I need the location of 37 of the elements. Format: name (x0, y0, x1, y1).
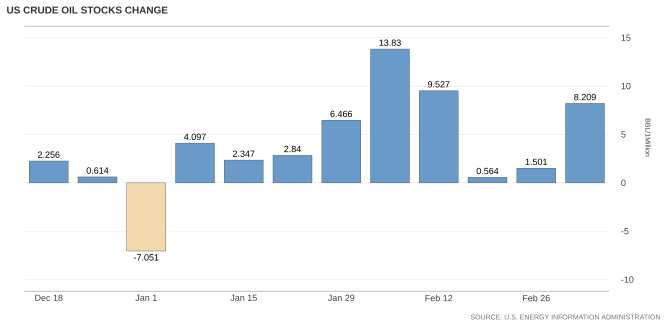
bar (468, 177, 508, 184)
y-tick-label: 5 (621, 131, 626, 138)
y-tick-label: 10 (622, 82, 631, 90)
chart-title: US CRUDE OIL STOCKS CHANGE (7, 6, 168, 14)
data-label: 9.527 (428, 81, 450, 88)
data-label: 2.347 (232, 150, 255, 157)
bar (224, 160, 264, 184)
x-tick-label: Jan 1 (135, 294, 157, 301)
bar (370, 48, 410, 184)
data-label: 4.097 (184, 134, 206, 140)
bar (78, 176, 118, 184)
data-label: 13.83 (379, 40, 401, 46)
x-tick-label: Feb 26 (523, 294, 550, 302)
bar (272, 155, 312, 184)
x-tick-label: Dec 18 (35, 294, 63, 302)
data-label: 2.256 (38, 151, 60, 158)
x-tick-label: Jan 29 (328, 294, 354, 302)
bar (29, 160, 68, 184)
x-tick-label: Jan 15 (230, 294, 257, 301)
data-label: 1.501 (526, 158, 548, 166)
bar (516, 168, 556, 184)
y-tick-label: -5 (621, 228, 628, 234)
y-tick-label: 15 (622, 34, 630, 41)
bar (175, 143, 215, 184)
y-tick-label: 0 (621, 180, 626, 186)
bar (322, 120, 361, 184)
bar (126, 182, 166, 252)
bar (565, 103, 605, 184)
data-label: 8.209 (574, 94, 596, 100)
data-label: 2.84 (284, 146, 301, 152)
data-label: 0.614 (86, 167, 108, 174)
bar (419, 90, 458, 184)
y-tick-label: -10 (621, 276, 634, 283)
data-label: 0.564 (476, 168, 498, 174)
x-tick-label: Feb 12 (426, 294, 452, 302)
data-label: -7.051 (134, 254, 159, 261)
data-label: 6.466 (330, 110, 352, 118)
